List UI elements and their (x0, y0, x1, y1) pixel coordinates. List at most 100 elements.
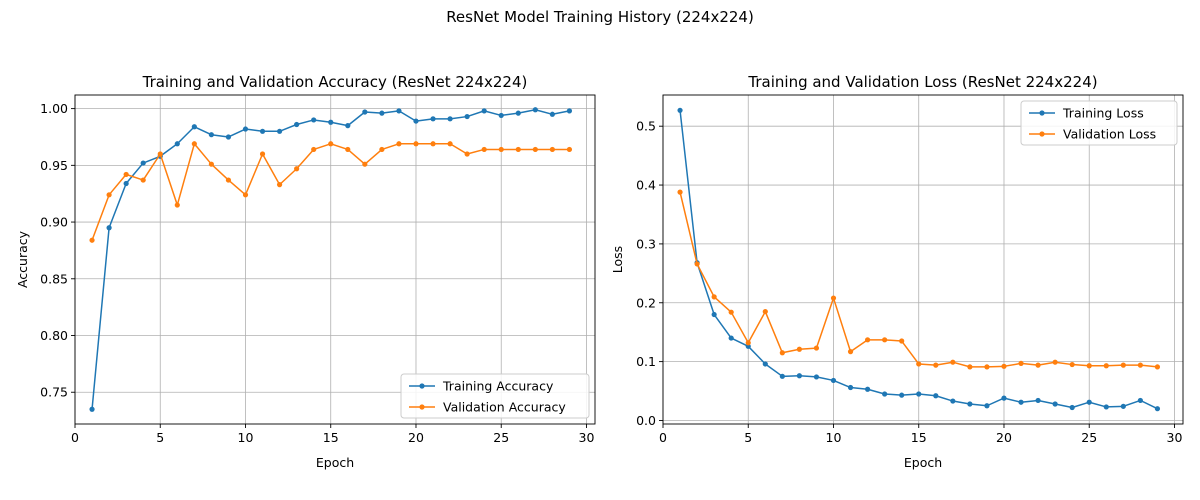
data-point (276, 128, 283, 134)
data-point (481, 146, 487, 153)
data-point (899, 392, 905, 398)
data-point (916, 361, 922, 367)
data-point (225, 177, 232, 183)
x-axis-label: Epoch (316, 455, 354, 470)
data-point (1137, 362, 1143, 368)
data-point (208, 132, 214, 138)
data-point (882, 391, 888, 397)
data-point (140, 160, 146, 166)
data-point (864, 386, 871, 392)
data-point (847, 349, 854, 355)
data-point (950, 398, 956, 404)
data-point (1086, 399, 1092, 405)
data-point (294, 166, 300, 172)
data-point (549, 146, 555, 153)
data-point (1154, 364, 1161, 370)
data-point (396, 141, 402, 147)
data-point (967, 364, 973, 370)
y-tick-label: 0.80 (40, 328, 68, 343)
data-point (1069, 404, 1075, 411)
data-point (796, 346, 802, 352)
x-tick-label: 30 (1167, 430, 1183, 445)
data-point (413, 141, 419, 147)
data-point (813, 345, 820, 351)
data-point (711, 294, 717, 300)
data-point (762, 361, 768, 367)
data-point (106, 225, 112, 231)
data-point (464, 151, 470, 157)
legend-swatch-marker (1039, 131, 1045, 137)
y-axis-label: Loss (610, 246, 625, 273)
data-point (830, 295, 837, 301)
data-point (396, 108, 402, 114)
data-point (728, 309, 734, 315)
data-point (106, 192, 112, 198)
y-tick-label: 0.90 (40, 215, 68, 230)
data-point (694, 261, 700, 267)
data-point (379, 146, 385, 153)
data-point (345, 146, 351, 153)
data-point (89, 406, 95, 412)
x-tick-label: 5 (156, 430, 164, 445)
series-validation-loss (677, 189, 1161, 370)
data-point (1001, 363, 1007, 369)
data-point (1035, 397, 1041, 404)
data-point (549, 111, 555, 117)
data-point (796, 373, 802, 379)
y-tick-label: 0.75 (40, 385, 68, 400)
data-point (447, 141, 453, 147)
data-point (515, 146, 521, 153)
figure-suptitle: ResNet Model Training History (224x224) (446, 8, 754, 26)
data-point (916, 391, 922, 397)
y-axis-label: Accuracy (15, 230, 30, 288)
x-axis-label: Epoch (904, 455, 942, 470)
data-point (1052, 401, 1058, 407)
y-tick-label: 0.85 (40, 271, 68, 286)
data-point (847, 384, 854, 391)
data-point (779, 350, 785, 356)
data-point (413, 118, 419, 124)
data-point (464, 113, 470, 120)
legend: Training Loss Validation Loss (1020, 100, 1178, 146)
data-point (882, 337, 888, 343)
x-tick-label: 25 (493, 430, 509, 445)
legend-swatch-marker (419, 404, 425, 410)
series-validation-accuracy (89, 141, 573, 243)
data-point (566, 108, 573, 114)
data-point (259, 128, 266, 134)
chart-title: Training and Validation Accuracy (ResNet… (142, 73, 528, 91)
legend-swatch-marker (1039, 110, 1045, 116)
chart-loss: 0 5 10 15 20 25 30 0.0 0.1 0.2 0.3 0.4 0.5 Training a… (610, 73, 1184, 470)
data-point (933, 362, 939, 368)
data-point (967, 401, 973, 407)
y-tick-label: 0.5 (636, 119, 656, 134)
axes-frame (74, 94, 596, 425)
data-point (498, 112, 504, 119)
data-point (379, 110, 385, 116)
data-point (481, 108, 487, 114)
legend-swatch-marker (419, 383, 425, 389)
data-point (1069, 361, 1075, 368)
x-tick-label: 10 (826, 430, 842, 445)
y-tick-label: 0.4 (636, 178, 656, 193)
data-point (813, 374, 820, 380)
x-tick-label: 20 (996, 430, 1012, 445)
data-point (174, 141, 180, 147)
chart-accuracy: 0 5 10 15 20 25 30 0.75 0.80 0.85 0.90 0.95 1.00 Trai… (15, 73, 596, 470)
data-point (745, 340, 751, 346)
data-point (1103, 404, 1109, 410)
legend-label: Training Loss (1062, 106, 1144, 121)
data-point (728, 335, 734, 341)
data-point (899, 338, 905, 344)
legend-box (1020, 100, 1178, 146)
data-point (1018, 399, 1024, 405)
y-tick-label: 0.2 (636, 295, 656, 310)
y-tick-label: 0.1 (636, 354, 656, 369)
x-tick-label: 15 (323, 430, 339, 445)
data-point (362, 161, 368, 167)
data-point (174, 202, 180, 208)
data-point (1120, 403, 1126, 409)
data-point (225, 134, 232, 140)
data-point (123, 171, 129, 178)
data-point (362, 109, 368, 115)
